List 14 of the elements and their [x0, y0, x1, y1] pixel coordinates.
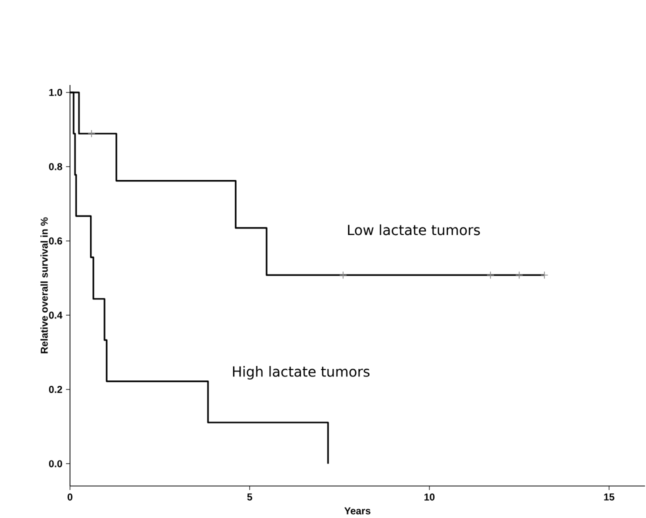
x-tick-label: 10 — [424, 494, 435, 501]
x-axis-title: Years — [344, 508, 370, 515]
x-tick-label: 5 — [247, 494, 252, 501]
text: Low lactate tumors — [348, 224, 480, 236]
x-tick-label: 0 — [68, 494, 72, 501]
y-tick-label: 0.4 — [49, 312, 62, 319]
series-label: High lactate tumors — [233, 366, 370, 380]
x-tick-label: 15 — [604, 494, 614, 501]
y-tick-label: 0.0 — [49, 460, 62, 468]
y-tick-label: 0.2 — [49, 386, 62, 394]
y-tick-label: 0.8 — [49, 163, 62, 170]
y-tick-label: 1.0 — [49, 89, 62, 96]
y-axis-title: Relative overall survival in % — [40, 218, 48, 354]
y-tick-label: 0.6 — [49, 238, 62, 245]
